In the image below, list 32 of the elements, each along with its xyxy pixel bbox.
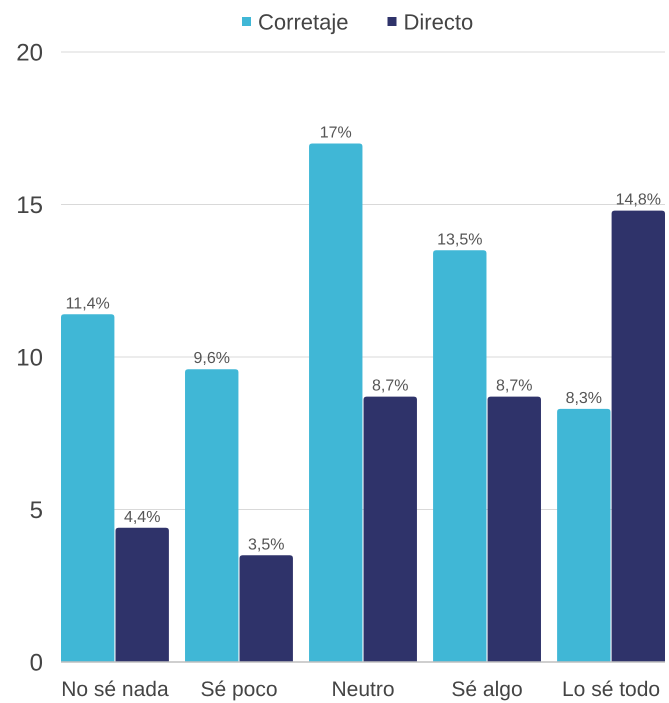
bar — [309, 144, 362, 662]
y-tick-label: 10 — [16, 344, 43, 372]
data-label: 8,7% — [372, 378, 408, 395]
data-label: 11,4% — [66, 295, 110, 312]
data-label: 14,8% — [616, 192, 661, 209]
bar — [612, 210, 665, 662]
bar — [240, 555, 293, 662]
y-tick-label: 5 — [30, 496, 43, 524]
legend-label: Corretaje — [258, 10, 348, 35]
bar — [115, 528, 169, 662]
data-label: 4,4% — [124, 508, 160, 526]
bar — [433, 250, 486, 662]
x-tick-label: Sé poco — [200, 678, 278, 701]
bar — [557, 408, 611, 662]
legend-label: Directo — [404, 10, 474, 35]
bar — [185, 369, 238, 662]
x-tick-label: Neutro — [331, 678, 395, 701]
data-label: 8,7% — [496, 378, 533, 395]
x-tick-label: Lo sé todo — [562, 678, 660, 701]
bar — [364, 396, 417, 662]
y-tick-label: 20 — [16, 39, 43, 66]
data-label: 13,5% — [437, 231, 482, 248]
bar — [488, 396, 541, 662]
data-label: 9,6% — [193, 350, 230, 368]
bar — [61, 314, 114, 662]
x-tick-label: Sé algo — [451, 678, 523, 701]
data-label: 8,3% — [566, 390, 602, 407]
data-label: 17% — [320, 124, 352, 142]
data-label: 3,5% — [248, 536, 284, 554]
x-tick-label: No sé nada — [61, 678, 169, 701]
y-tick-label: 15 — [16, 192, 43, 219]
y-tick-label: 0 — [30, 649, 43, 676]
